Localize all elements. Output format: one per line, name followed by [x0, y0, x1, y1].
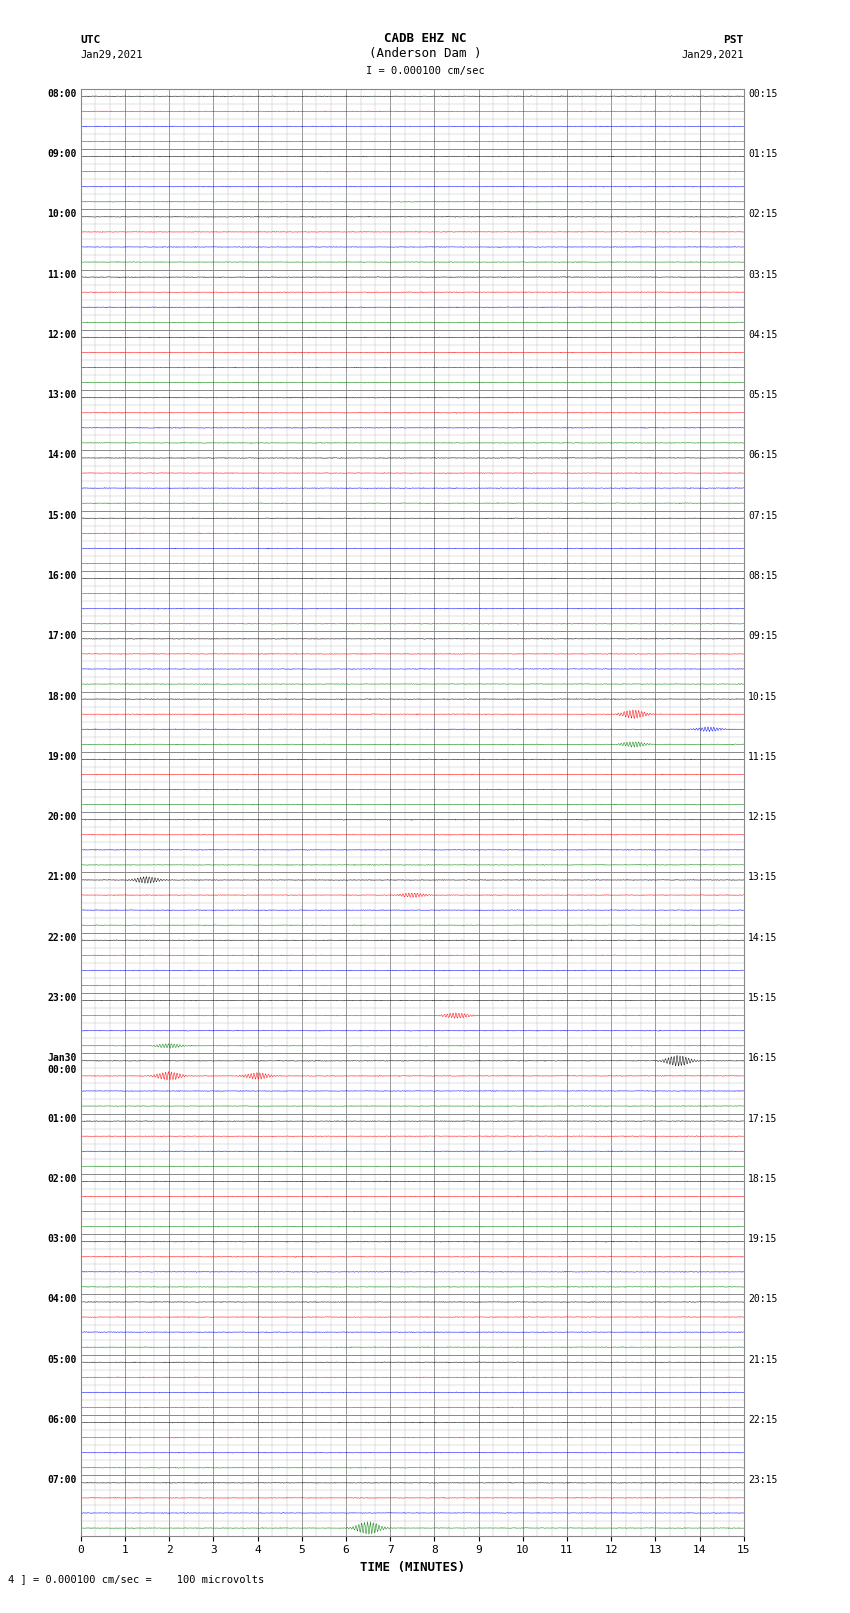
Text: 11:00: 11:00 — [47, 269, 76, 279]
Text: 14:15: 14:15 — [748, 932, 778, 942]
X-axis label: TIME (MINUTES): TIME (MINUTES) — [360, 1561, 465, 1574]
Text: 05:00: 05:00 — [47, 1355, 76, 1365]
Text: 13:15: 13:15 — [748, 873, 778, 882]
Text: PST: PST — [723, 35, 744, 45]
Text: 03:15: 03:15 — [748, 269, 778, 279]
Text: 09:00: 09:00 — [47, 148, 76, 160]
Text: 16:00: 16:00 — [47, 571, 76, 581]
Text: 04:15: 04:15 — [748, 331, 778, 340]
Text: 05:15: 05:15 — [748, 390, 778, 400]
Text: 20:00: 20:00 — [47, 813, 76, 823]
Text: 17:15: 17:15 — [748, 1113, 778, 1124]
Text: 12:15: 12:15 — [748, 813, 778, 823]
Text: Jan29,2021: Jan29,2021 — [681, 50, 744, 60]
Text: 15:15: 15:15 — [748, 994, 778, 1003]
Text: 08:00: 08:00 — [47, 89, 76, 98]
Text: 14:00: 14:00 — [47, 450, 76, 460]
Text: Jan30
00:00: Jan30 00:00 — [47, 1053, 76, 1074]
Text: 06:15: 06:15 — [748, 450, 778, 460]
Text: 18:00: 18:00 — [47, 692, 76, 702]
Text: 16:15: 16:15 — [748, 1053, 778, 1063]
Text: Jan29,2021: Jan29,2021 — [81, 50, 144, 60]
Text: 08:15: 08:15 — [748, 571, 778, 581]
Text: 19:00: 19:00 — [47, 752, 76, 761]
Text: 4 ] = 0.000100 cm/sec =    100 microvolts: 4 ] = 0.000100 cm/sec = 100 microvolts — [8, 1574, 264, 1584]
Text: 21:00: 21:00 — [47, 873, 76, 882]
Text: 20:15: 20:15 — [748, 1294, 778, 1305]
Text: 21:15: 21:15 — [748, 1355, 778, 1365]
Text: 10:15: 10:15 — [748, 692, 778, 702]
Text: UTC: UTC — [81, 35, 101, 45]
Text: 23:15: 23:15 — [748, 1476, 778, 1486]
Text: 07:15: 07:15 — [748, 511, 778, 521]
Text: 09:15: 09:15 — [748, 631, 778, 642]
Text: 17:00: 17:00 — [47, 631, 76, 642]
Text: (Anderson Dam ): (Anderson Dam ) — [369, 47, 481, 60]
Text: 03:00: 03:00 — [47, 1234, 76, 1244]
Text: 23:00: 23:00 — [47, 994, 76, 1003]
Text: 06:00: 06:00 — [47, 1415, 76, 1424]
Text: 10:00: 10:00 — [47, 210, 76, 219]
Text: 02:00: 02:00 — [47, 1174, 76, 1184]
Text: 04:00: 04:00 — [47, 1294, 76, 1305]
Text: 15:00: 15:00 — [47, 511, 76, 521]
Text: 12:00: 12:00 — [47, 331, 76, 340]
Text: 01:00: 01:00 — [47, 1113, 76, 1124]
Text: 22:15: 22:15 — [748, 1415, 778, 1424]
Text: 18:15: 18:15 — [748, 1174, 778, 1184]
Text: 22:00: 22:00 — [47, 932, 76, 942]
Text: 13:00: 13:00 — [47, 390, 76, 400]
Text: 01:15: 01:15 — [748, 148, 778, 160]
Text: 07:00: 07:00 — [47, 1476, 76, 1486]
Text: 00:15: 00:15 — [748, 89, 778, 98]
Text: 02:15: 02:15 — [748, 210, 778, 219]
Text: CADB EHZ NC: CADB EHZ NC — [383, 32, 467, 45]
Text: 11:15: 11:15 — [748, 752, 778, 761]
Text: 19:15: 19:15 — [748, 1234, 778, 1244]
Text: I = 0.000100 cm/sec: I = 0.000100 cm/sec — [366, 66, 484, 76]
